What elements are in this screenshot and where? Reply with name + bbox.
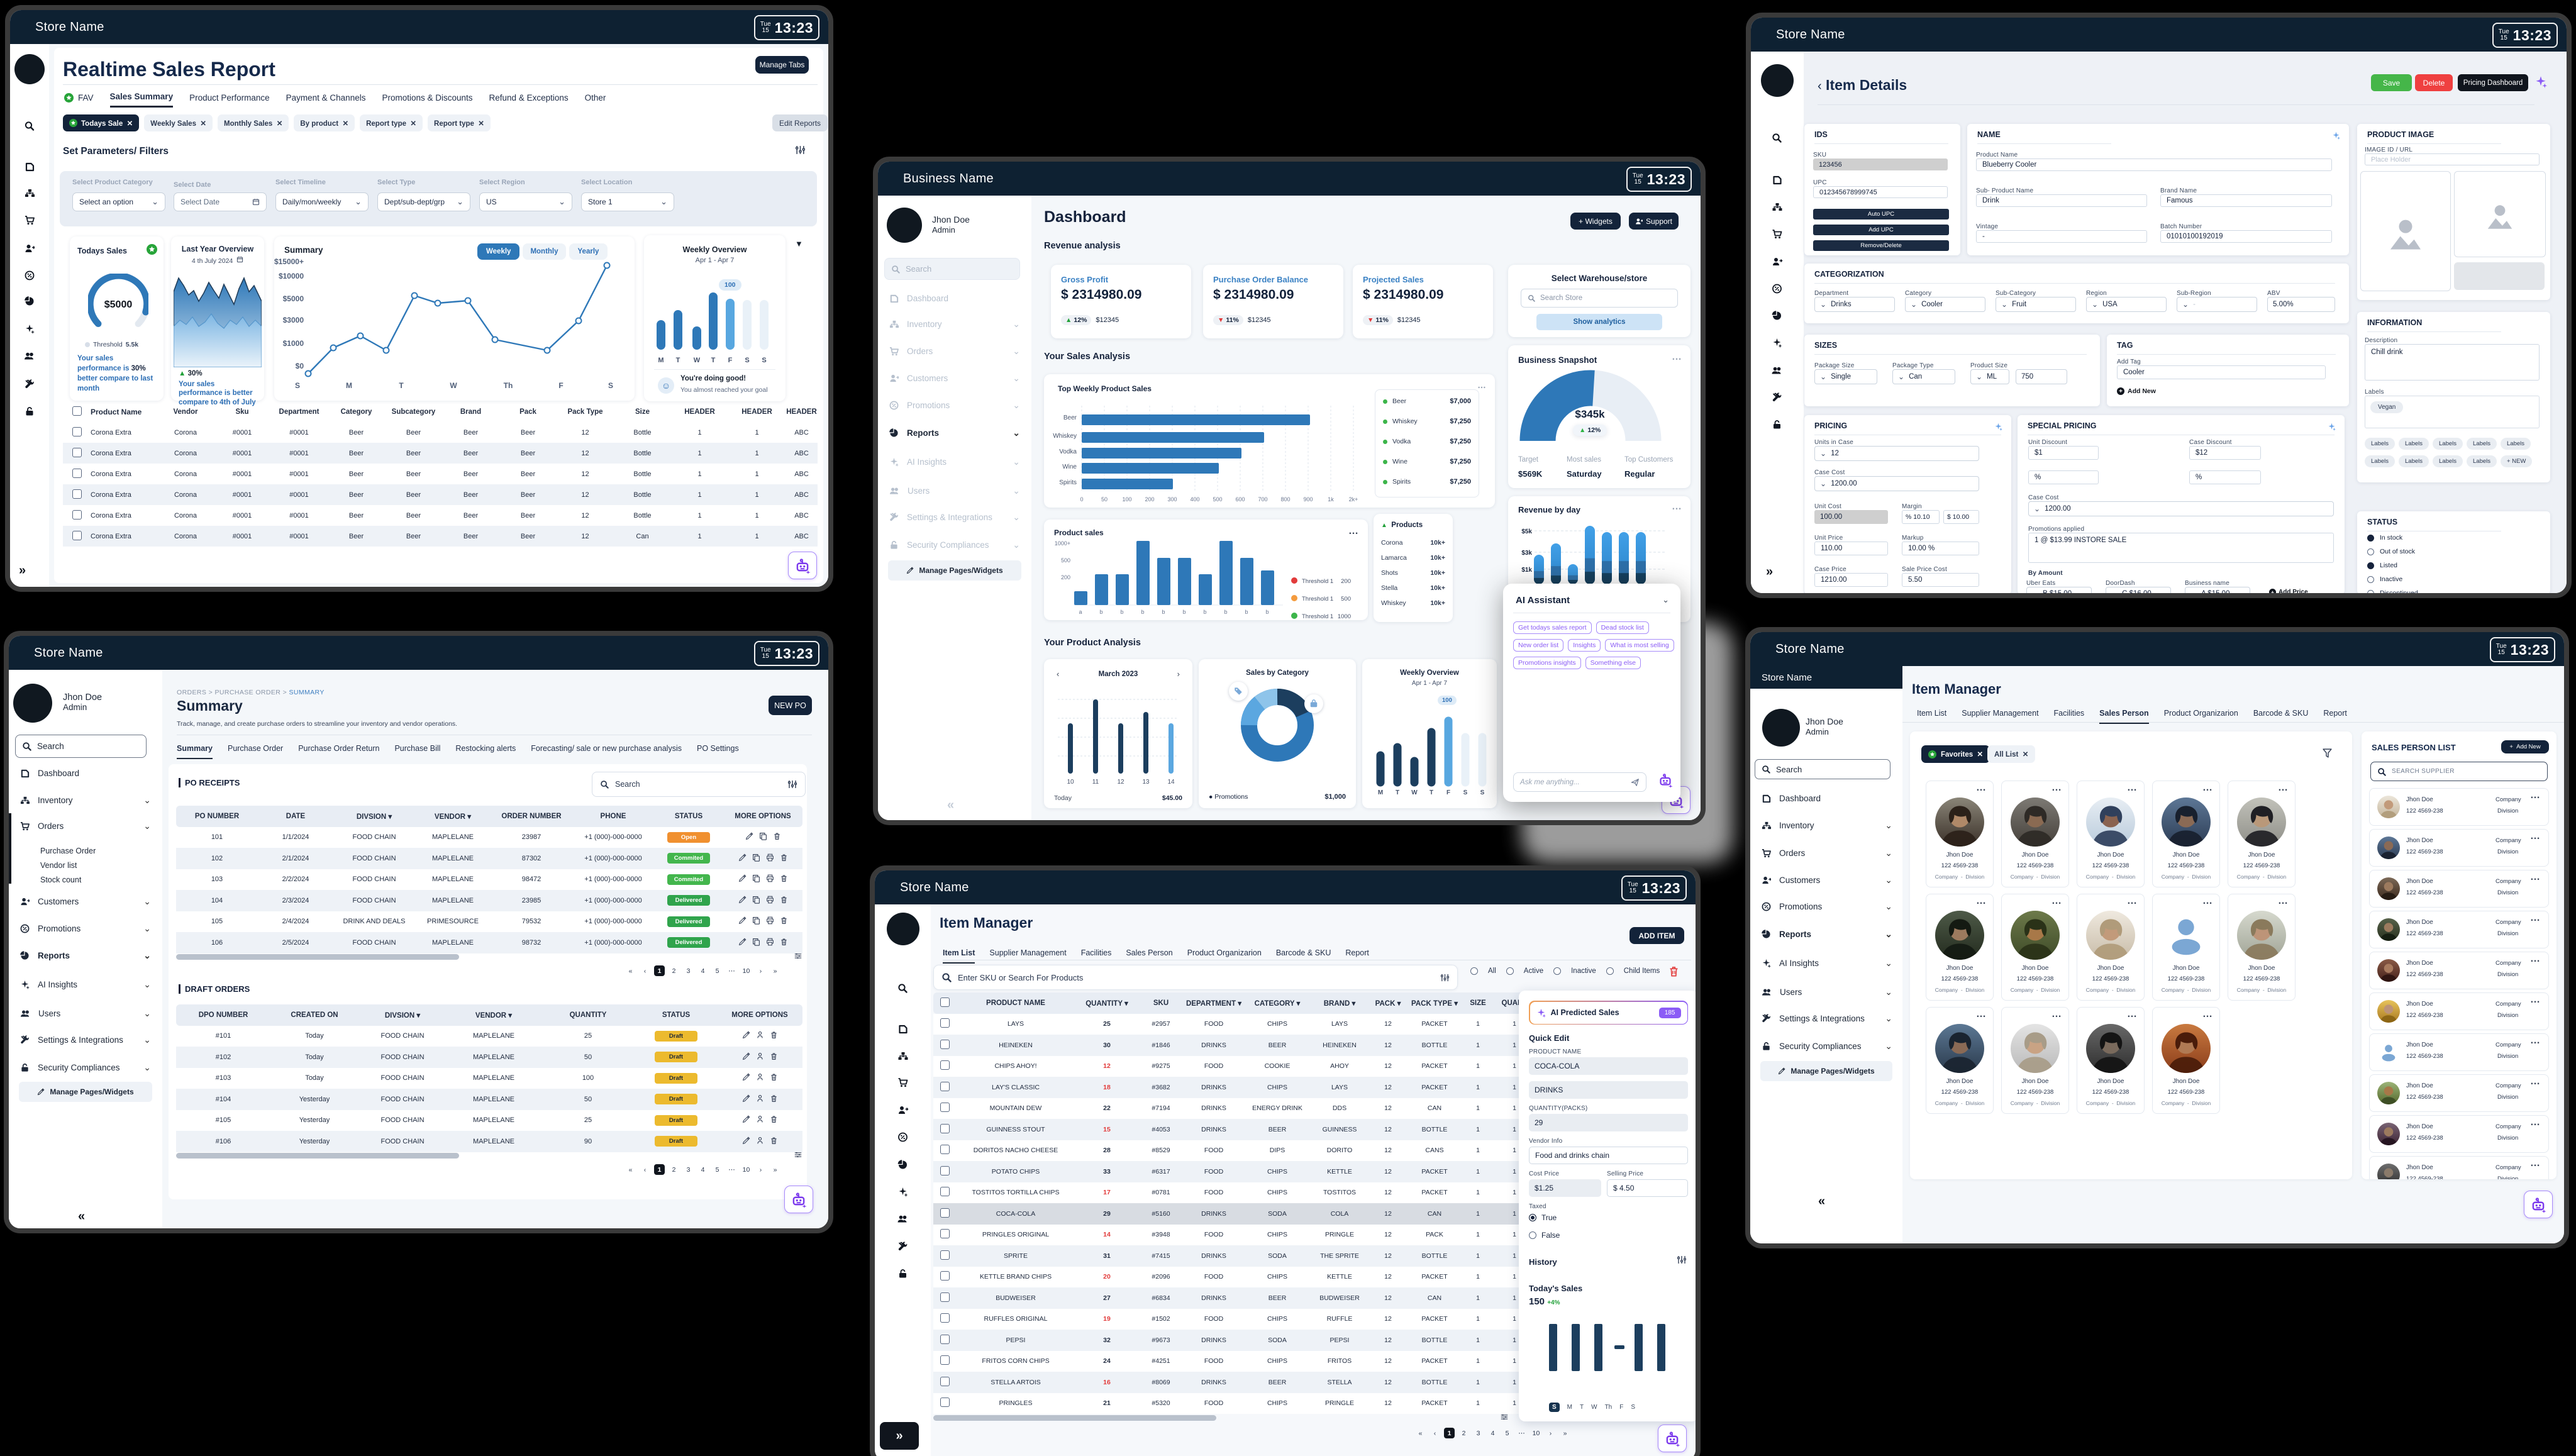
svg-text:50: 50: [1101, 496, 1108, 503]
svg-text:T: T: [1396, 789, 1399, 796]
svg-text:b: b: [1224, 609, 1227, 615]
svg-text:S: S: [1463, 789, 1468, 796]
svg-text:$15000+: $15000+: [274, 257, 304, 266]
svg-text:800: 800: [1280, 496, 1290, 503]
svg-text:b: b: [1245, 609, 1248, 615]
svg-text:b: b: [1162, 609, 1165, 615]
svg-text:Wine: Wine: [1062, 464, 1077, 470]
svg-text:a: a: [1079, 609, 1082, 615]
svg-text:W: W: [694, 357, 701, 364]
svg-text:100: 100: [1122, 496, 1131, 503]
svg-text:b: b: [1141, 609, 1144, 615]
svg-text:500: 500: [1213, 496, 1222, 503]
svg-text:$0: $0: [296, 362, 304, 370]
svg-text:300: 300: [1167, 496, 1177, 503]
svg-text:M: M: [658, 357, 663, 364]
svg-text:600: 600: [1235, 496, 1245, 503]
svg-text:Beer: Beer: [1063, 414, 1077, 421]
svg-text:T: T: [711, 357, 716, 364]
svg-text:Threshold 1: Threshold 1: [1302, 613, 1333, 620]
svg-text:W: W: [1411, 789, 1418, 796]
svg-text:S: S: [608, 381, 613, 390]
svg-text:b: b: [1120, 609, 1123, 615]
svg-text:W: W: [450, 381, 457, 390]
svg-text:$5000: $5000: [104, 299, 133, 310]
svg-text:S: S: [745, 357, 749, 364]
svg-text:$1k: $1k: [1521, 567, 1532, 574]
svg-text:13: 13: [1142, 779, 1150, 786]
svg-text:$3k: $3k: [1521, 550, 1532, 557]
svg-text:900: 900: [1303, 496, 1313, 503]
svg-text:700: 700: [1258, 496, 1267, 503]
svg-text:b: b: [1265, 609, 1269, 615]
svg-text:S: S: [1480, 789, 1485, 796]
svg-text:T: T: [676, 357, 680, 364]
svg-text:Whiskey: Whiskey: [1053, 433, 1077, 440]
svg-text:400: 400: [1190, 496, 1199, 503]
svg-text:200: 200: [1341, 578, 1351, 585]
svg-text:M: M: [1378, 789, 1383, 796]
svg-text:$5000: $5000: [283, 294, 304, 303]
svg-text:14: 14: [1167, 779, 1175, 786]
svg-text:Vodka: Vodka: [1059, 448, 1077, 455]
svg-text:200: 200: [1145, 496, 1154, 503]
svg-text:S: S: [762, 357, 766, 364]
svg-text:11: 11: [1092, 779, 1099, 786]
svg-text:b: b: [1182, 609, 1185, 615]
svg-text:1k: 1k: [1328, 496, 1334, 503]
svg-text:$1000: $1000: [283, 339, 304, 348]
svg-text:F: F: [558, 381, 563, 390]
svg-text:500: 500: [1061, 557, 1070, 564]
svg-text:12: 12: [1117, 779, 1124, 786]
svg-text:Th: Th: [504, 381, 513, 390]
svg-text:$5k: $5k: [1521, 528, 1532, 535]
svg-text:S: S: [295, 381, 300, 390]
svg-text:b: b: [1099, 609, 1102, 615]
svg-text:T: T: [1430, 789, 1433, 796]
svg-text:$3000: $3000: [283, 316, 304, 325]
svg-text:F: F: [1446, 789, 1450, 796]
svg-text:T: T: [399, 381, 404, 390]
svg-text:500: 500: [1341, 596, 1351, 603]
svg-text:200: 200: [1061, 574, 1070, 581]
svg-text:1000: 1000: [1338, 613, 1351, 620]
svg-text:Spirits: Spirits: [1059, 479, 1077, 486]
svg-text:0: 0: [1080, 496, 1083, 503]
svg-text:$10000: $10000: [279, 272, 304, 281]
svg-text:10: 10: [1067, 779, 1074, 786]
svg-text:b: b: [1203, 609, 1206, 615]
svg-text:F: F: [728, 357, 733, 364]
svg-text:1000+: 1000+: [1055, 540, 1070, 547]
svg-text:Threshold 1: Threshold 1: [1302, 596, 1333, 603]
svg-text:M: M: [346, 381, 352, 390]
svg-text:2k+: 2k+: [1349, 496, 1358, 503]
svg-text:Threshold 1: Threshold 1: [1302, 578, 1333, 585]
